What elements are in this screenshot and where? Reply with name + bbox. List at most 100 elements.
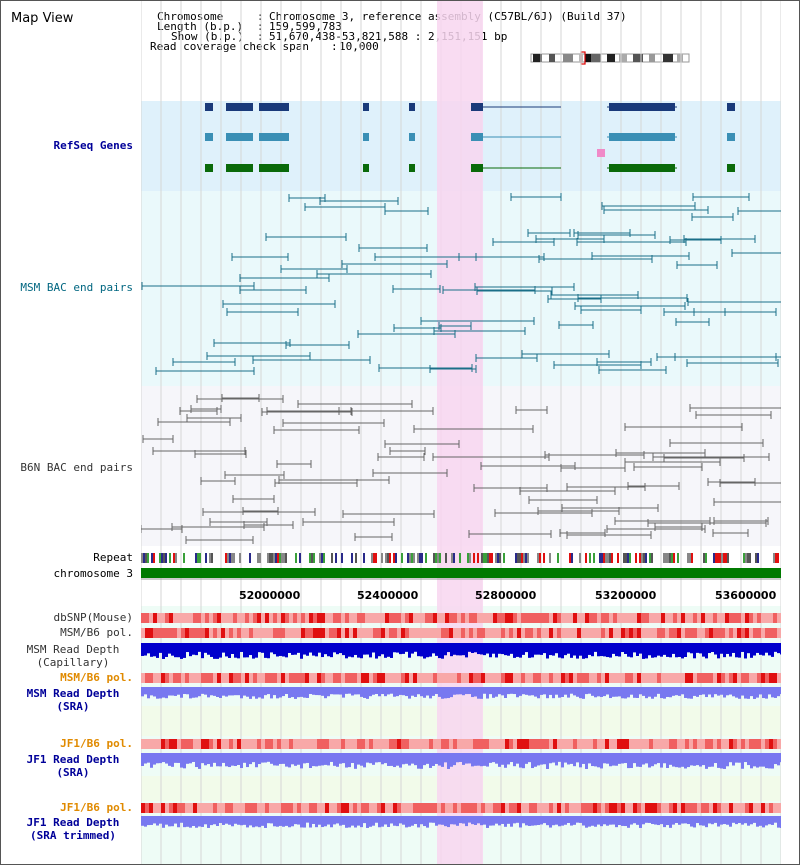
- read-depth-bar: [270, 753, 273, 764]
- polymorphism-cell: [325, 673, 329, 683]
- polymorphism-cell: [453, 628, 457, 638]
- read-depth-bar: [609, 816, 612, 825]
- read-depth-bar: [495, 816, 498, 824]
- polymorphism-cell: [317, 613, 321, 623]
- chromosome-ideogram[interactable]: [529, 51, 691, 65]
- msm-bac-pairs: [141, 193, 781, 375]
- polymorphism-cell: [525, 628, 529, 638]
- polymorphism-cell: [637, 739, 641, 749]
- read-depth-bar: [729, 816, 732, 827]
- read-depth-bar: [435, 753, 438, 764]
- read-depth-bar: [402, 687, 405, 696]
- read-depth-bar: [333, 816, 336, 825]
- read-depth-bar: [261, 816, 264, 826]
- read-depth-bar: [657, 643, 660, 656]
- read-depth-bar: [159, 816, 162, 824]
- polymorphism-cell: [365, 628, 369, 638]
- polymorphism-cell: [253, 673, 257, 683]
- track-label-dbsnp[interactable]: dbSNP(Mouse): [53, 611, 133, 624]
- polymorphism-cell: [373, 628, 377, 638]
- read-depth-bar: [663, 687, 666, 699]
- polymorphism-cell: [465, 739, 469, 749]
- track-label-jf1-b6-pol-2[interactable]: JF1/B6 pol.: [60, 801, 133, 814]
- read-depth-bar: [168, 816, 171, 827]
- read-depth-bar: [429, 753, 432, 768]
- genome-plot[interactable]: 52000000 52400000 52800000 53200000 5360…: [141, 1, 781, 865]
- read-depth-bar: [201, 687, 204, 694]
- read-depth-bar: [762, 753, 765, 767]
- read-depth-bar: [414, 643, 417, 652]
- read-depth-bar: [705, 687, 708, 698]
- polymorphism-cell: [529, 673, 533, 683]
- polymorphism-cell: [281, 739, 285, 749]
- read-depth-bar: [372, 753, 375, 765]
- read-depth-bar: [330, 816, 333, 828]
- polymorphism-cell: [397, 628, 401, 638]
- polymorphism-cell: [721, 628, 725, 638]
- read-depth-bar: [513, 643, 516, 658]
- polymorphism-cell: [153, 628, 157, 638]
- read-depth-bar: [675, 643, 678, 658]
- read-depth-bar: [384, 816, 387, 825]
- read-depth-bar: [426, 687, 429, 696]
- polymorphism-cell: [709, 628, 713, 638]
- read-depth-bar: [162, 643, 165, 659]
- track-label-jf1-depth-sra[interactable]: JF1 Read Depth (SRA): [11, 753, 135, 779]
- polymorphism-cell: [617, 613, 621, 623]
- read-depth-bar: [249, 643, 252, 656]
- read-depth-bar: [261, 643, 264, 653]
- read-depth-bar: [459, 816, 462, 824]
- gene-arrow: [205, 133, 211, 141]
- repeat-mark: [425, 553, 427, 563]
- polymorphism-cell: [509, 628, 513, 638]
- track-label-msm-depth-capillary[interactable]: MSM Read Depth (Capillary): [11, 643, 135, 669]
- gene-exon: [259, 133, 289, 141]
- read-depth-bar: [162, 687, 165, 698]
- polymorphism-cell: [473, 628, 477, 638]
- polymorphism-cell: [185, 803, 189, 813]
- track-label-msm-bac[interactable]: MSM BAC end pairs: [20, 281, 133, 294]
- read-depth-bar: [348, 643, 351, 657]
- read-depth-bar: [240, 687, 243, 699]
- read-depth-bar: [234, 753, 237, 767]
- polymorphism-cell: [201, 613, 205, 623]
- read-depth-bar: [768, 687, 771, 695]
- read-depth-bar: [243, 753, 246, 763]
- track-label-jf1-depth-sra-trimmed[interactable]: JF1 Read Depth (SRA trimmed): [11, 816, 135, 842]
- polymorphism-cell: [161, 628, 165, 638]
- polymorphism-cell: [233, 739, 237, 749]
- read-depth-bar: [291, 643, 294, 655]
- read-depth-bar: [483, 687, 486, 694]
- read-depth-bar: [378, 643, 381, 657]
- read-depth-bar: [312, 753, 315, 767]
- polymorphism-cell: [601, 673, 605, 683]
- read-depth-bar: [657, 753, 660, 764]
- read-depth-bar: [555, 643, 558, 654]
- track-label-msm-depth-sra[interactable]: MSM Read Depth (SRA): [11, 687, 135, 713]
- read-depth-bar: [414, 816, 417, 825]
- track-label-b6n-bac[interactable]: B6N BAC end pairs: [20, 461, 133, 474]
- read-depth-bar: [201, 753, 204, 764]
- read-depth-bar: [438, 643, 441, 659]
- repeat-mark: [459, 553, 461, 563]
- repeat-mark: [593, 553, 595, 563]
- polymorphism-cell: [149, 803, 153, 813]
- track-label-msm-b6-pol-2[interactable]: MSM/B6 pol.: [60, 671, 133, 684]
- read-depth-bar: [636, 687, 639, 698]
- polymorphism-cell: [145, 628, 149, 638]
- read-depth-bar: [519, 816, 522, 828]
- polymorphism-cell: [161, 739, 165, 749]
- read-depth-bar: [435, 687, 438, 695]
- read-depth-bar: [243, 816, 246, 825]
- polymorphism-cell: [585, 673, 589, 683]
- track-label-refseq[interactable]: RefSeq Genes: [53, 139, 133, 152]
- polymorphism-cell: [533, 613, 537, 623]
- polymorphism-cell: [225, 673, 229, 683]
- track-label-msm-b6-pol[interactable]: MSM/B6 pol.: [60, 626, 133, 639]
- read-depth-bar: [603, 643, 606, 657]
- read-depth-bar: [618, 687, 621, 697]
- read-depth-bar: [402, 816, 405, 825]
- polymorphism-cell: [565, 739, 569, 749]
- repeat-mark: [145, 553, 147, 563]
- track-label-jf1-b6-pol[interactable]: JF1/B6 pol.: [60, 737, 133, 750]
